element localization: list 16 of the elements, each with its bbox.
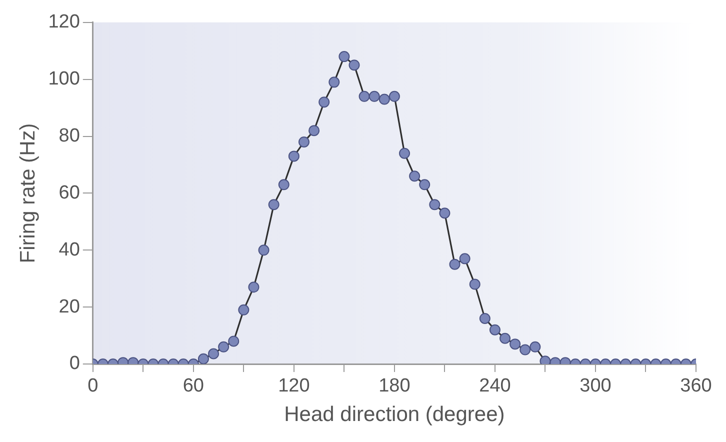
y-tick-label: 40 — [58, 239, 80, 260]
y-axis-title: Firing rate (Hz) — [16, 123, 40, 264]
y-tick-label: 120 — [48, 12, 80, 33]
x-tick-label: 180 — [378, 376, 410, 397]
x-tick-label: 120 — [278, 376, 310, 397]
x-tick-label: 360 — [680, 376, 712, 397]
y-tick-label: 80 — [58, 126, 80, 146]
x-axis-title: Head direction (degree) — [284, 403, 505, 426]
x-tick-label: 300 — [580, 376, 612, 397]
y-tick-label: 100 — [48, 68, 80, 90]
x-tick-label: 240 — [479, 376, 511, 397]
y-tick-label: 20 — [58, 296, 80, 318]
y-tick-label: 60 — [58, 182, 80, 204]
x-tick-label: 0 — [88, 376, 98, 397]
x-tick-label: 60 — [182, 376, 204, 397]
y-tick-label: 0 — [69, 353, 80, 374]
